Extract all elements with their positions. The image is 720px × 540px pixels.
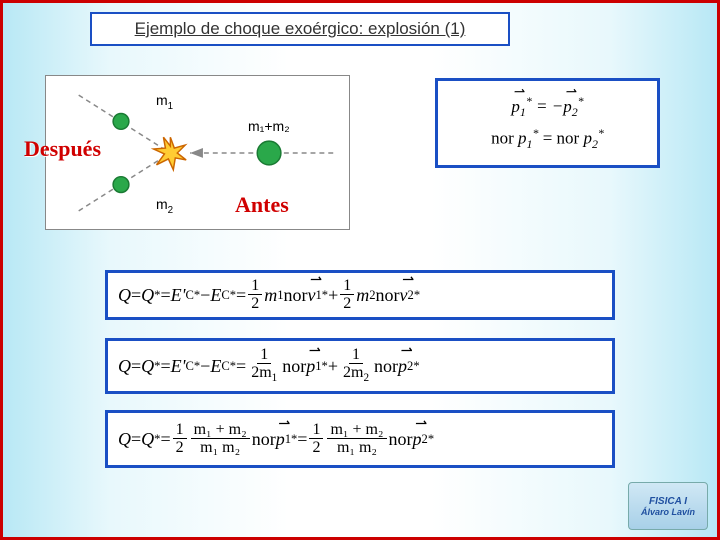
momentum-line2: nor p1* = nor p2*	[491, 126, 604, 152]
momentum-equations: p1* = −p2* nor p1* = nor p2*	[435, 78, 660, 168]
title-box: Ejemplo de choque exoérgico: explosión (…	[90, 12, 510, 46]
course-logo: FISICA I Álvaro Lavín	[628, 482, 708, 530]
momentum-line1: p1* = −p2*	[511, 94, 583, 120]
equation-2: Q = Q* = E'C* − EC* = 12m1 nor p1* + 12m…	[105, 338, 615, 394]
label-m1: m1	[156, 92, 173, 112]
label-m2: m2	[156, 196, 173, 216]
equation-1: Q = Q* = E'C* − EC* = 12 m1 nor v1* + 12…	[105, 270, 615, 320]
logo-line2: Álvaro Lavín	[641, 507, 695, 517]
label-despues: Después	[24, 136, 101, 162]
label-antes: Antes	[235, 192, 289, 218]
title-text: Ejemplo de choque exoérgico: explosión (…	[135, 19, 466, 39]
label-m12: m₁+m₂	[248, 118, 290, 134]
equation-3: Q = Q* = 12 m₁ + m₂m₁ m₂ nor p1* = 12 m₁…	[105, 410, 615, 468]
logo-line1: FISICA I	[649, 496, 687, 507]
